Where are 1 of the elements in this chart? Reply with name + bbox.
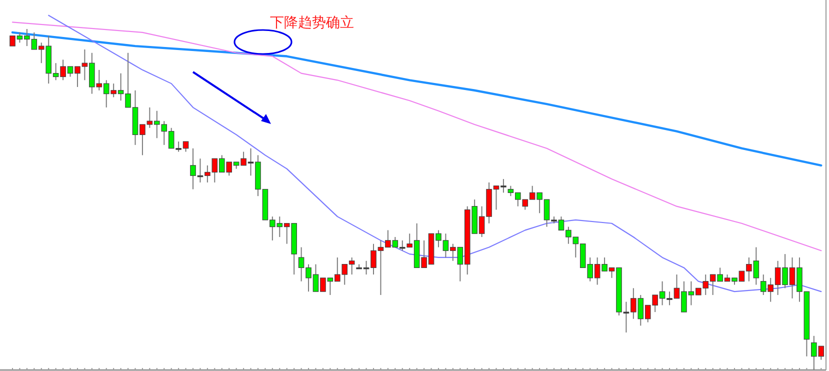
annotation: 下降趋势确立 (270, 15, 354, 31)
